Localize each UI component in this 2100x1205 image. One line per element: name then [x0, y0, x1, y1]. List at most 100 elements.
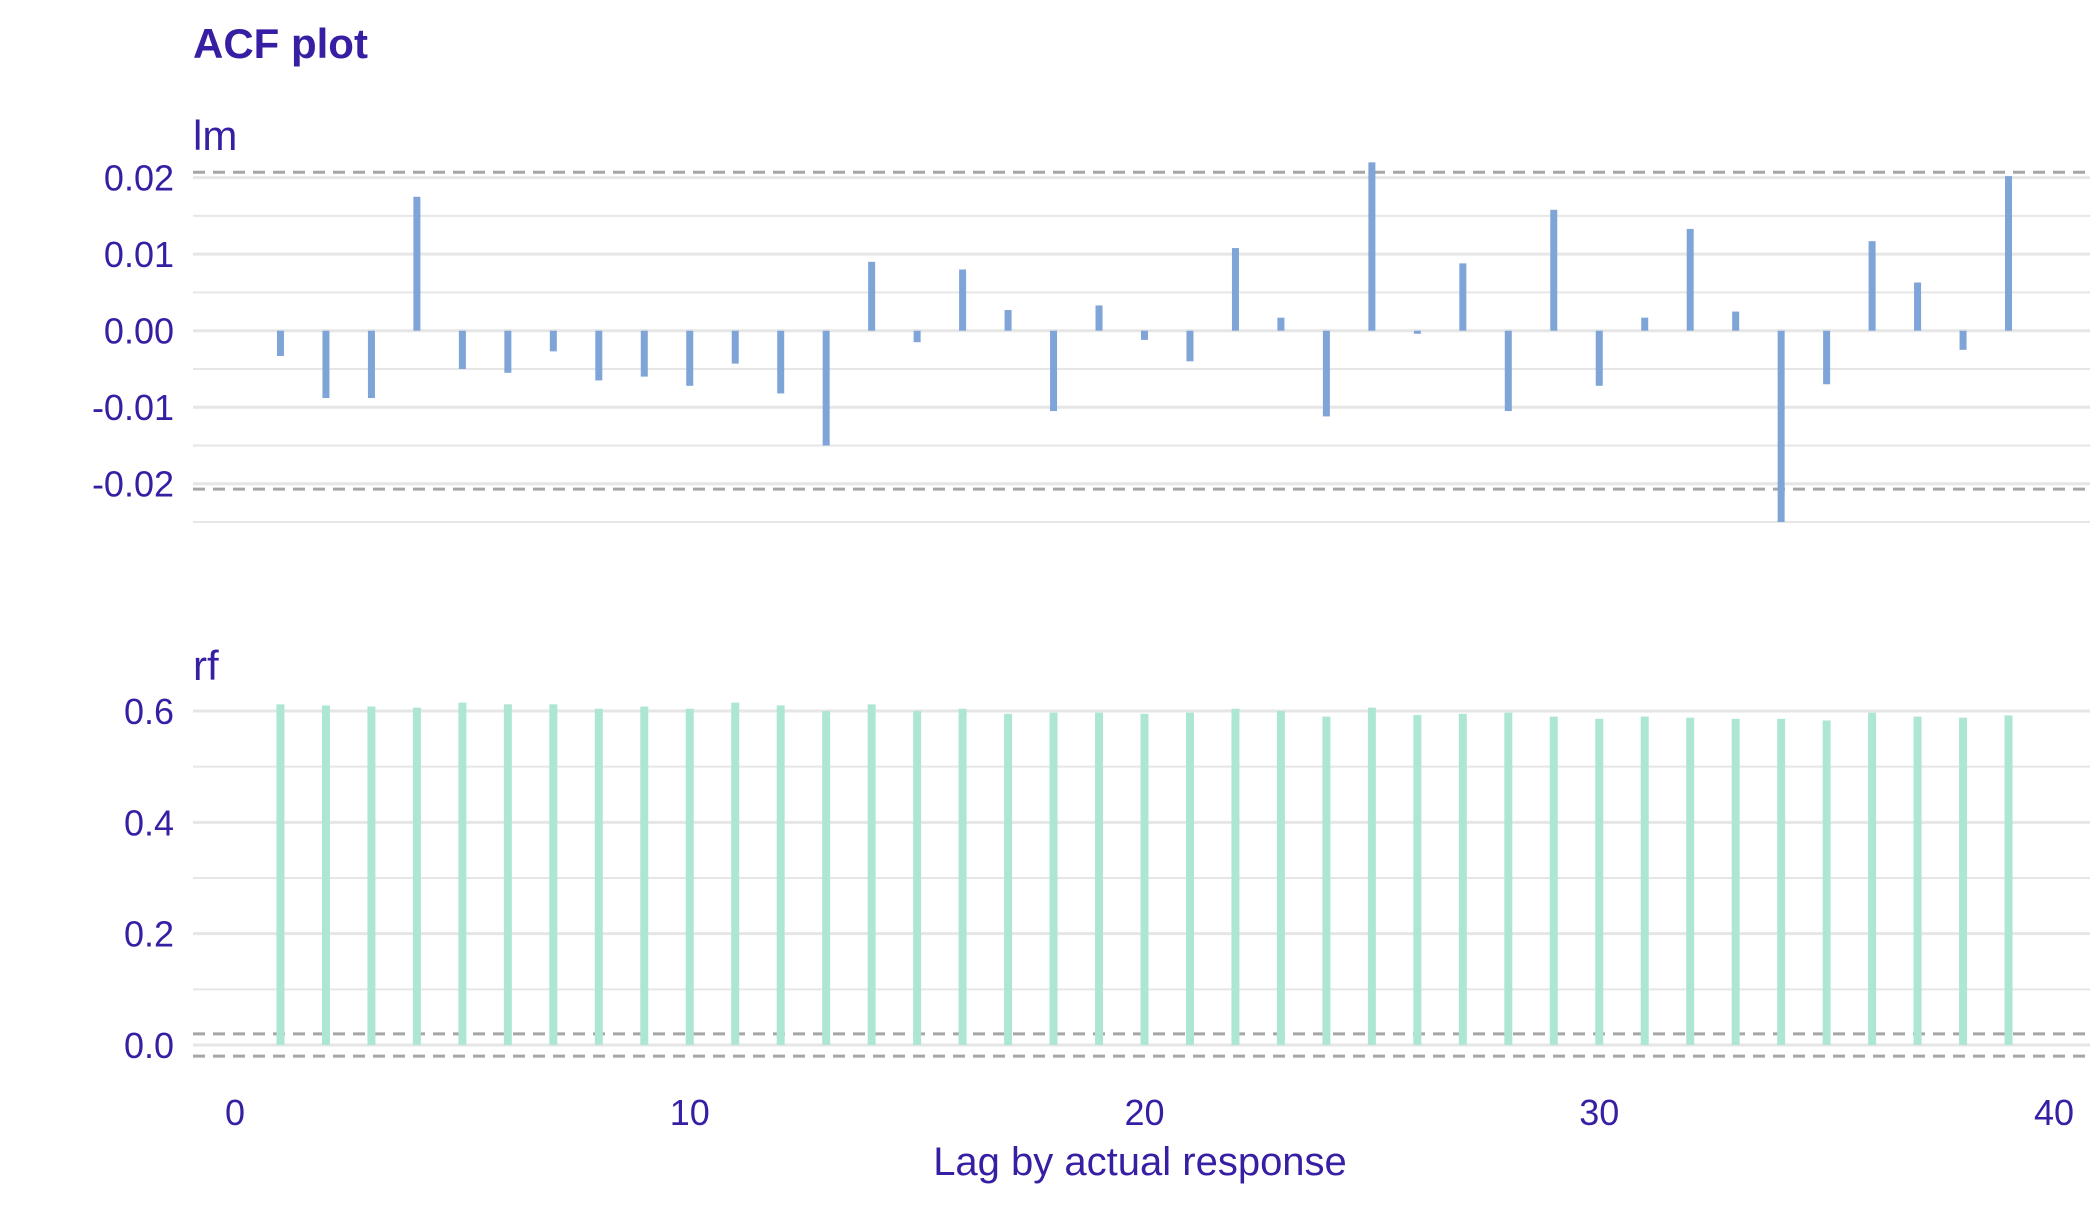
x-axis-label: Lag by actual response: [933, 1140, 1347, 1184]
y-tick-label: -0.01: [92, 387, 174, 428]
acf-bar: [1322, 716, 1331, 1045]
acf-bar: [776, 705, 785, 1045]
acf-bar: [1959, 330, 1967, 350]
panel-label: lm: [193, 112, 237, 159]
acf-bar: [1914, 282, 1922, 331]
acf-bar: [1231, 708, 1240, 1045]
acf-bar: [594, 708, 603, 1045]
acf-bar: [503, 704, 512, 1045]
acf-bar: [1959, 717, 1968, 1045]
acf-bar: [731, 330, 739, 364]
y-tick-label: 0.6: [124, 691, 174, 732]
acf-bar: [1823, 330, 1831, 385]
y-tick-label: 0.0: [124, 1025, 174, 1066]
acf-bar: [686, 330, 694, 386]
acf-bar: [1913, 716, 1922, 1045]
acf-bar: [1504, 712, 1513, 1045]
x-tick-label: 40: [2034, 1092, 2074, 1133]
acf-bar: [1686, 228, 1694, 331]
panel-rf: 0.0 0.2 0.4 0.6 rf: [124, 642, 2090, 1066]
acf-bar: [1322, 330, 1330, 417]
acf-bar: [595, 330, 603, 381]
acf-bar: [1140, 713, 1149, 1045]
acf-bar: [1049, 712, 1058, 1045]
acf-bar: [1276, 711, 1285, 1045]
acf-bar: [1732, 311, 1740, 331]
acf-bar: [1868, 241, 1876, 331]
panel-lm: -0.02 -0.01 0.00 0.01 0.02 lm: [92, 112, 2090, 523]
acf-bar: [413, 196, 421, 331]
acf-bar: [1050, 330, 1058, 412]
acf-bar: [504, 330, 512, 373]
acf-bar: [1141, 330, 1148, 340]
acf-bar: [640, 706, 649, 1045]
acf-bar: [2004, 715, 2013, 1045]
acf-bar: [1868, 712, 1877, 1045]
acf-bar: [2005, 176, 2013, 331]
acf-bar: [321, 705, 330, 1045]
acf-bar: [1731, 718, 1740, 1045]
acf-bar: [685, 708, 694, 1045]
acf-bar: [822, 330, 830, 446]
x-tick-label: 20: [1124, 1092, 1164, 1133]
acf-bar: [1186, 330, 1194, 362]
acf-bar: [322, 330, 330, 399]
acf-bar: [1550, 209, 1558, 331]
x-tick-label: 30: [1579, 1092, 1619, 1133]
acf-bar: [412, 707, 421, 1045]
x-tick-label: 0: [225, 1092, 245, 1133]
acf-bar: [367, 330, 375, 399]
acf-bar: [777, 330, 785, 394]
y-tick-label: -0.02: [92, 464, 174, 505]
acf-bar: [1368, 162, 1376, 331]
acf-bar: [1504, 330, 1512, 412]
acf-bar: [1413, 330, 1421, 334]
acf-bar: [1095, 305, 1103, 331]
acf-bar: [1595, 330, 1603, 386]
acf-bar: [1277, 317, 1285, 331]
panel-rf-bars: [276, 702, 2013, 1045]
y-tick-label: 0.2: [124, 914, 174, 955]
acf-bar: [913, 711, 922, 1045]
panels-layer: -0.02 -0.01 0.00 0.01 0.02 lm 0.0 0.2 0.4 0.6 rf: [92, 112, 2090, 1066]
acf-bar: [1231, 248, 1239, 331]
x-tick-label: 10: [670, 1092, 710, 1133]
acf-bar: [958, 708, 967, 1045]
acf-bar: [868, 261, 876, 331]
acf-bar: [276, 704, 285, 1045]
acf-bar: [1686, 717, 1695, 1045]
acf-bar: [1822, 720, 1831, 1045]
panel-lm-grid: [193, 176, 2090, 523]
acf-bar: [1413, 714, 1422, 1045]
acf-bar: [1640, 716, 1649, 1045]
acf-bar: [1459, 263, 1467, 331]
acf-bar: [1595, 718, 1604, 1045]
y-tick-label: 0.00: [104, 311, 174, 352]
acf-bar: [1004, 310, 1012, 331]
acf-bar: [458, 702, 467, 1045]
acf-bar: [1367, 707, 1376, 1045]
acf-bar: [1777, 718, 1786, 1045]
acf-bar: [867, 704, 876, 1045]
acf-bar: [1004, 713, 1013, 1045]
acf-bar: [913, 330, 921, 343]
acf-bar: [1458, 713, 1467, 1045]
panel-label: rf: [193, 642, 219, 689]
acf-bar: [549, 704, 558, 1045]
acf-bar: [822, 711, 831, 1045]
acf-bar: [731, 702, 740, 1045]
acf-bar: [276, 330, 284, 356]
acf-bar: [640, 330, 648, 377]
acf-bar: [1095, 712, 1104, 1045]
chart-title: ACF plot: [193, 20, 368, 67]
acf-bar: [1185, 712, 1194, 1045]
acf-bar: [1777, 330, 1785, 522]
acf-bar: [458, 330, 466, 369]
acf-bar: [1641, 317, 1649, 331]
x-axis: 0 10 20 30 40: [225, 1092, 2074, 1133]
acf-bar: [959, 269, 967, 331]
y-tick-label: 0.01: [104, 234, 174, 275]
acf-bar: [367, 706, 376, 1045]
